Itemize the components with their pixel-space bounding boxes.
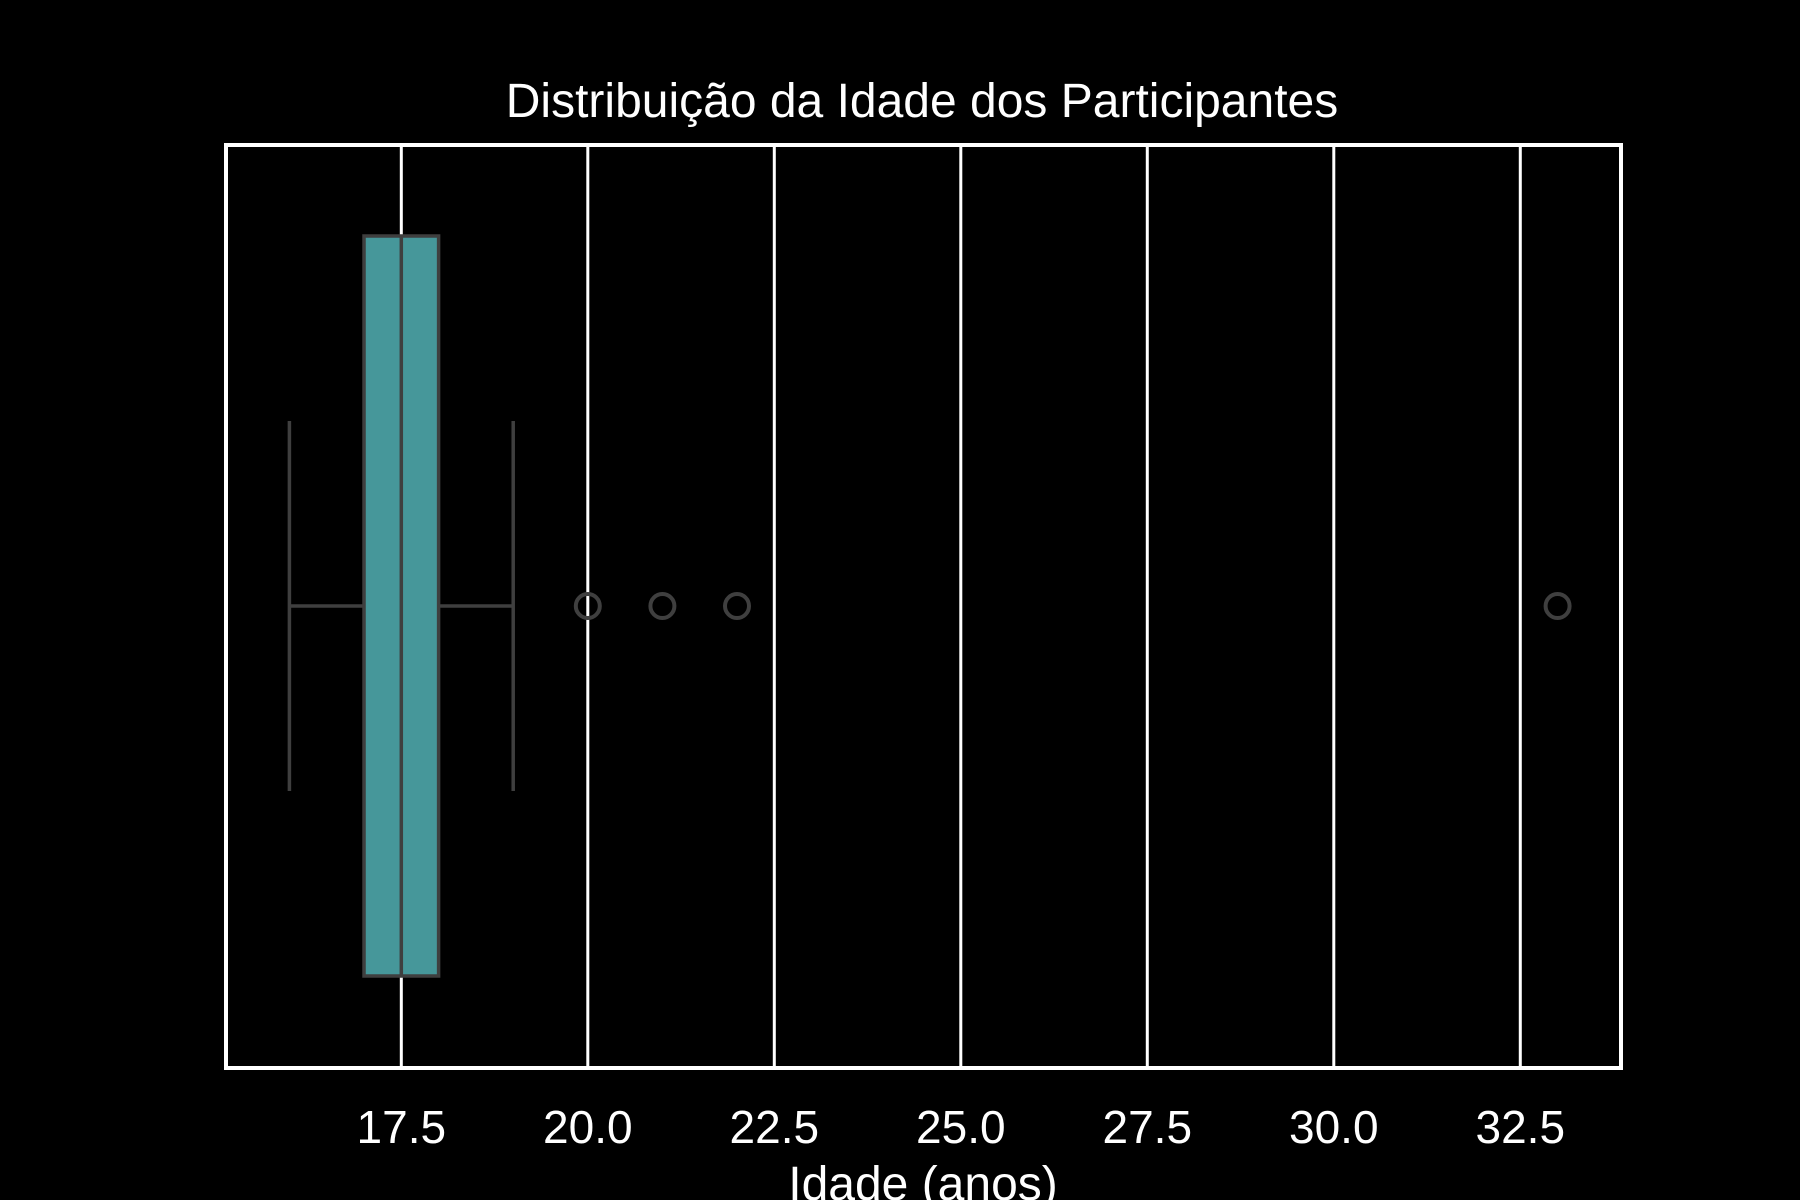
x-tick-label: 30.0 — [1289, 1101, 1379, 1153]
outlier-point — [723, 592, 752, 620]
chart-title: Distribuição da Idade dos Participantes — [506, 75, 1338, 128]
boxplot — [287, 234, 1572, 978]
outlier-point — [573, 592, 602, 620]
x-tick-label: 22.5 — [730, 1101, 820, 1153]
x-tick-label: 20.0 — [543, 1101, 633, 1153]
x-tick-label: 32.5 — [1476, 1101, 1566, 1153]
outlier-point — [1543, 592, 1572, 620]
x-tick-label: 25.0 — [916, 1101, 1006, 1153]
x-axis-label: Idade (anos) — [788, 1158, 1058, 1200]
outlier-point — [648, 592, 677, 620]
x-tick-labels: 17.5 20.0 22.5 25.0 27.5 30.0 32.5 — [357, 1101, 1566, 1153]
grid-lines — [399, 145, 1522, 1068]
x-tick-label: 17.5 — [357, 1101, 447, 1153]
x-tick-label: 27.5 — [1103, 1101, 1193, 1153]
plot-frame — [224, 143, 1623, 1070]
